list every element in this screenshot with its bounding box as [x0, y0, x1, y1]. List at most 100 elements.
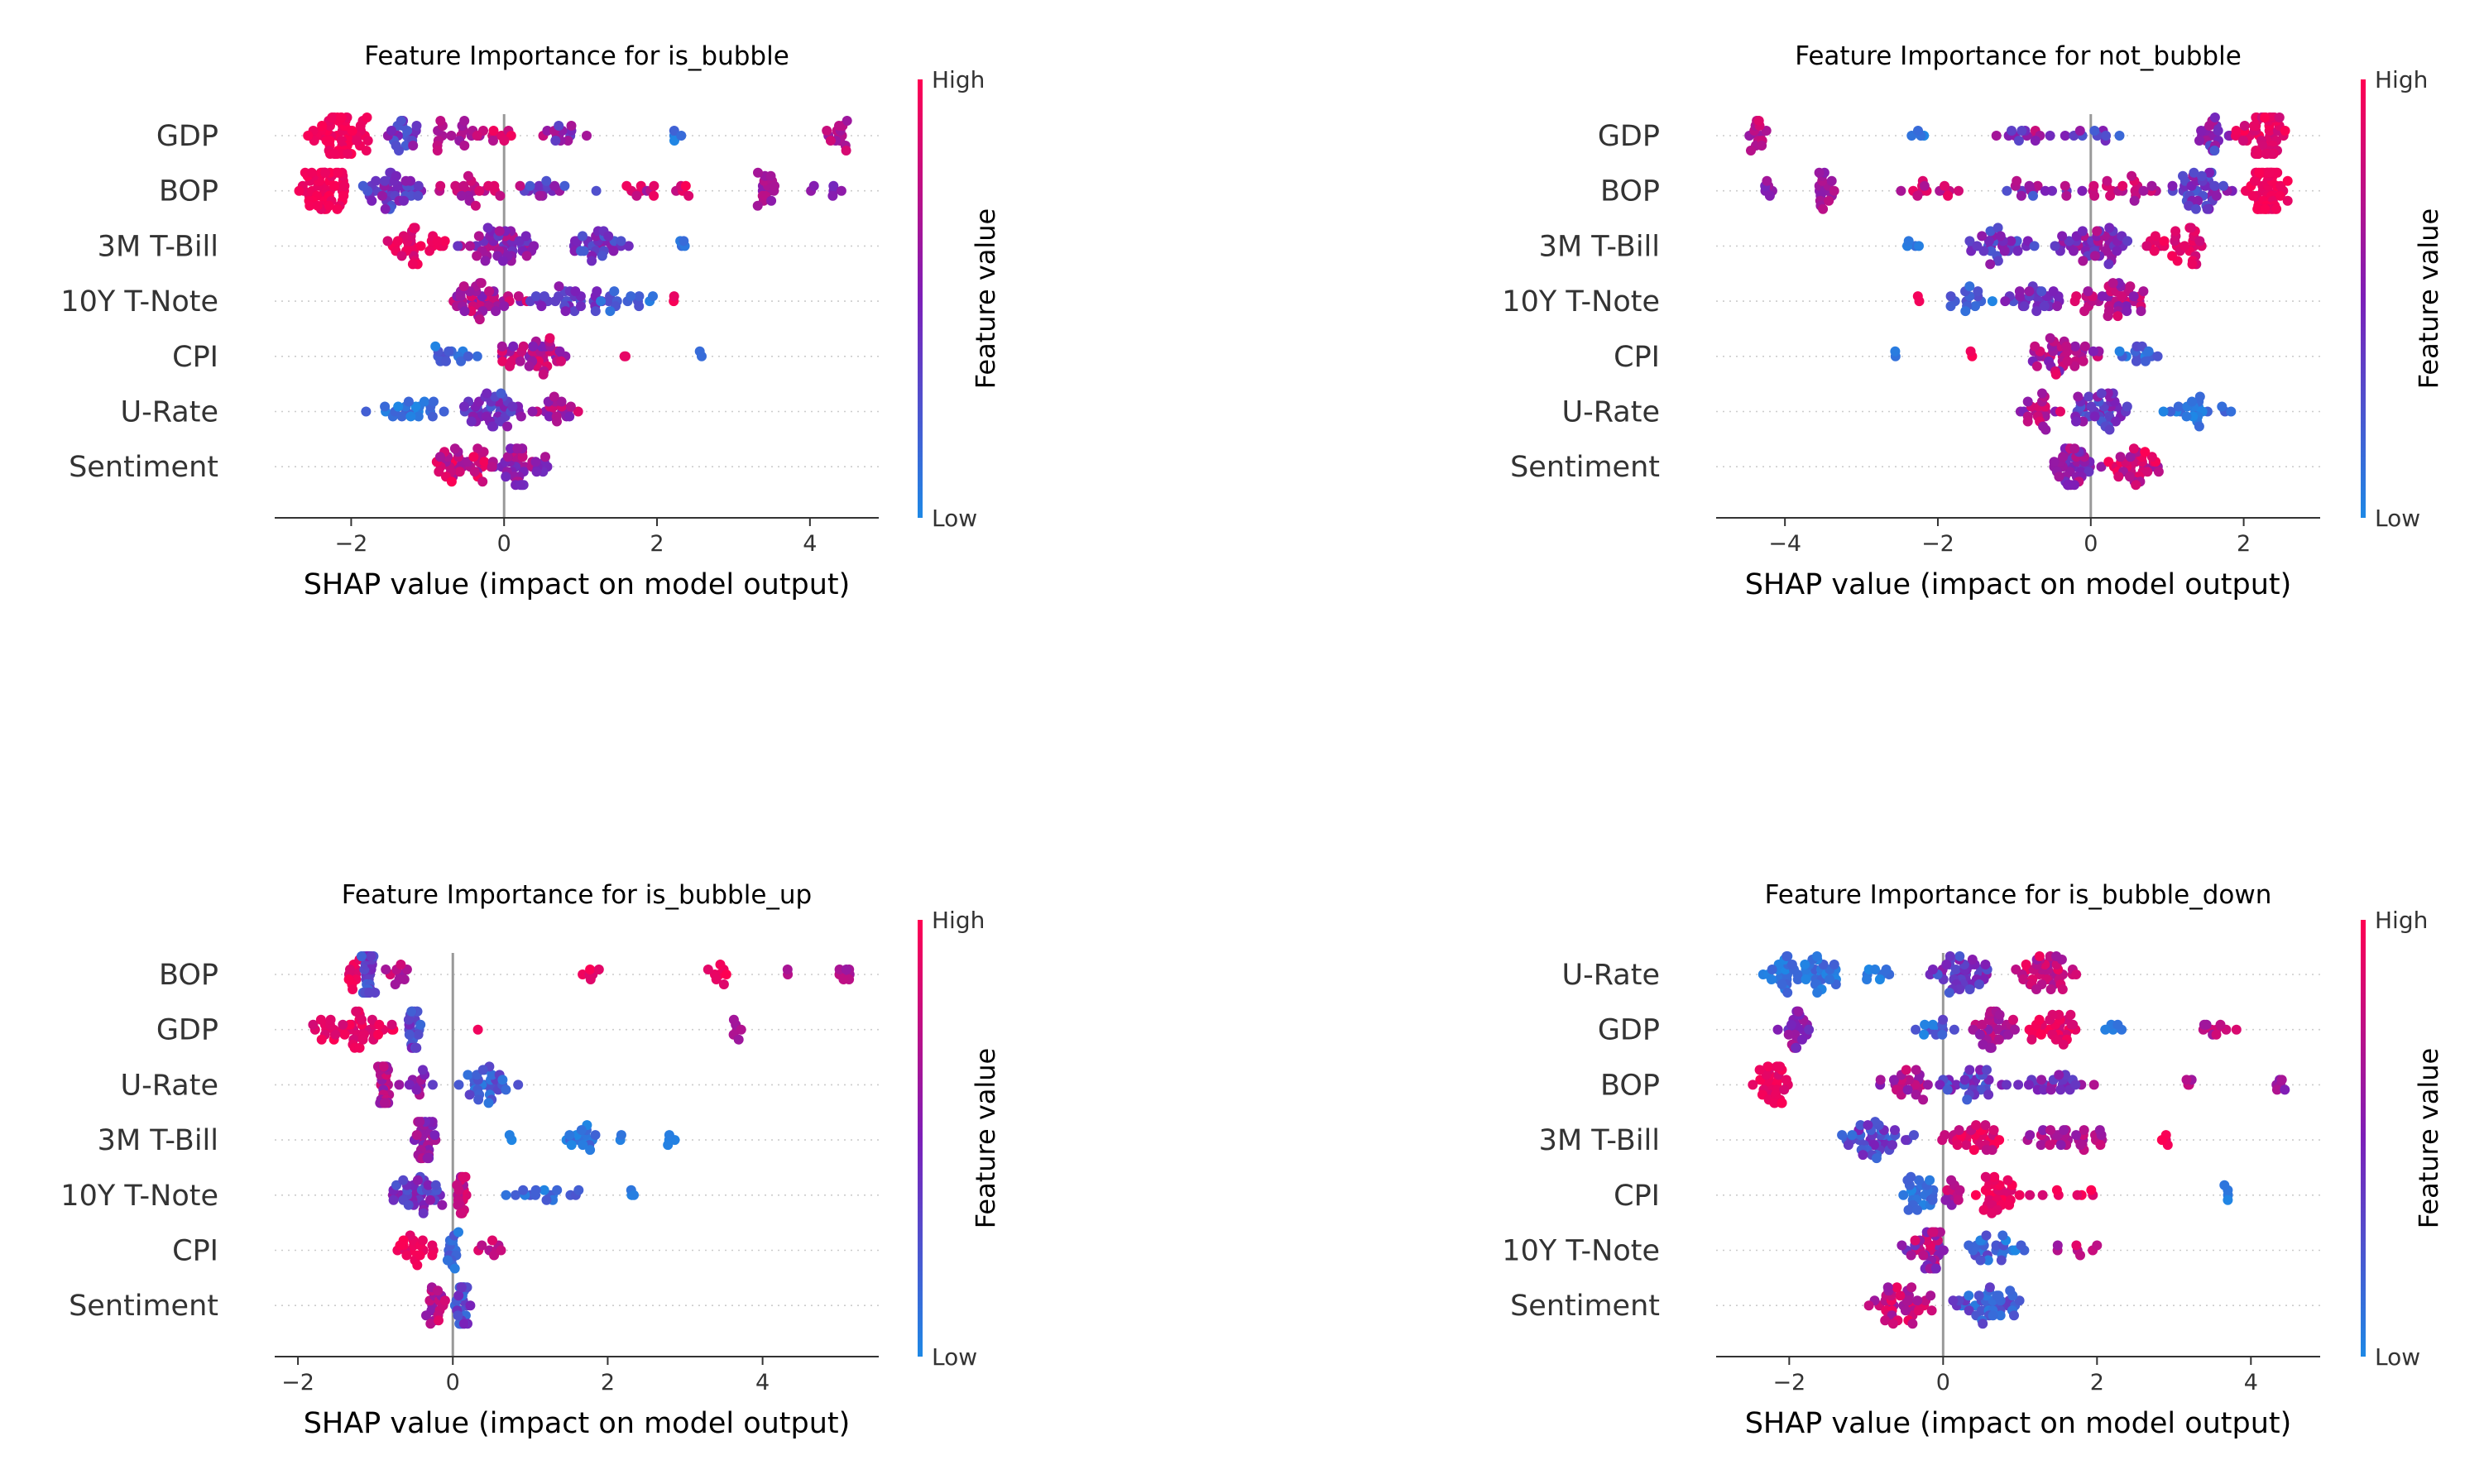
- data-point: [2045, 1125, 2055, 1136]
- data-point: [373, 1029, 383, 1040]
- data-point: [2115, 452, 2126, 462]
- data-point: [521, 251, 532, 261]
- data-point: [1978, 1039, 1988, 1050]
- data-point: [2070, 1079, 2081, 1090]
- data-point: [1980, 1171, 1991, 1182]
- data-point: [361, 406, 372, 417]
- data-point: [1777, 1098, 1787, 1108]
- data-point: [1964, 281, 1975, 292]
- data-point: [2075, 1250, 2085, 1261]
- data-point: [410, 401, 421, 412]
- data-point: [382, 236, 393, 247]
- data-point: [507, 401, 518, 412]
- feature-label: CPI: [172, 1235, 218, 1268]
- data-point: [531, 467, 542, 477]
- data-point: [2274, 112, 2285, 122]
- data-point: [587, 256, 597, 266]
- data-point: [609, 286, 620, 297]
- data-point: [411, 1042, 422, 1053]
- data-point: [1919, 180, 1930, 191]
- data-point: [411, 1084, 422, 1095]
- data-point: [2187, 396, 2197, 407]
- data-point: [578, 231, 587, 242]
- colorbar-high-label: High: [932, 907, 985, 934]
- data-point: [2209, 146, 2220, 156]
- data-point: [1996, 1255, 2007, 1266]
- data-point: [425, 1319, 436, 1329]
- data-point: [2050, 1034, 2061, 1045]
- data-point: [465, 1300, 476, 1311]
- data-point: [2074, 126, 2085, 136]
- data-point: [2071, 416, 2081, 427]
- data-point: [2204, 167, 2215, 178]
- data-point: [2194, 391, 2205, 402]
- data-point: [766, 195, 777, 206]
- data-point: [466, 416, 477, 427]
- data-point: [1811, 951, 1822, 961]
- data-point: [453, 1199, 463, 1210]
- data-point: [411, 121, 422, 131]
- data-point: [2146, 452, 2157, 462]
- feature-label: U-Rate: [120, 396, 218, 429]
- data-point: [1985, 226, 1996, 237]
- data-point: [446, 476, 457, 487]
- data-point: [2057, 231, 2068, 242]
- data-point: [518, 341, 529, 352]
- data-point: [429, 1130, 440, 1141]
- data-point: [2057, 984, 2068, 994]
- data-point: [386, 126, 396, 136]
- data-point: [2112, 311, 2123, 322]
- data-point: [1772, 1024, 1783, 1035]
- data-point: [332, 203, 343, 214]
- data-point: [380, 401, 391, 412]
- data-point: [427, 411, 438, 422]
- data-point: [2047, 1009, 2058, 1020]
- data-point: [1786, 960, 1797, 969]
- data-point: [2014, 286, 2025, 297]
- data-point: [405, 411, 416, 422]
- data-point: [1938, 1245, 1949, 1256]
- data-point: [487, 462, 497, 472]
- data-point: [357, 1034, 368, 1045]
- data-point: [408, 141, 419, 151]
- data-point: [1971, 1120, 1982, 1131]
- data-point: [2069, 443, 2080, 454]
- data-point: [573, 1185, 584, 1195]
- feature-label: 3M T-Bill: [98, 230, 218, 263]
- data-point: [629, 1190, 639, 1200]
- colorbar-low-label: Low: [2375, 505, 2420, 532]
- data-point: [2113, 472, 2124, 482]
- data-point: [1964, 1240, 1974, 1251]
- data-point: [453, 1079, 464, 1090]
- data-point: [395, 1240, 405, 1251]
- data-point: [1964, 1290, 1974, 1301]
- data-point: [396, 116, 406, 126]
- data-point: [592, 286, 602, 297]
- data-point: [1992, 256, 2003, 266]
- x-tick-label: 0: [2084, 531, 2098, 557]
- data-point: [1889, 1075, 1899, 1085]
- data-point: [504, 1130, 515, 1141]
- data-point: [1870, 965, 1880, 974]
- data-point: [1944, 988, 1954, 998]
- data-point: [2014, 1295, 2025, 1306]
- data-point: [2034, 951, 2045, 961]
- data-point: [412, 1175, 423, 1185]
- data-point: [1824, 195, 1834, 206]
- data-point: [2128, 443, 2139, 454]
- data-point: [396, 411, 407, 422]
- data-point: [396, 960, 406, 969]
- data-point: [2030, 341, 2040, 352]
- feature-label: 3M T-Bill: [1539, 1124, 1660, 1157]
- data-point: [421, 1310, 431, 1321]
- data-point: [2189, 167, 2199, 178]
- data-point: [2104, 424, 2115, 435]
- feature-label: CPI: [172, 341, 218, 374]
- feature-label: BOP: [1600, 175, 1660, 208]
- data-point: [578, 246, 589, 256]
- data-point: [403, 396, 414, 407]
- data-point: [1988, 1310, 1998, 1321]
- data-point: [676, 131, 687, 141]
- data-point: [415, 1117, 425, 1127]
